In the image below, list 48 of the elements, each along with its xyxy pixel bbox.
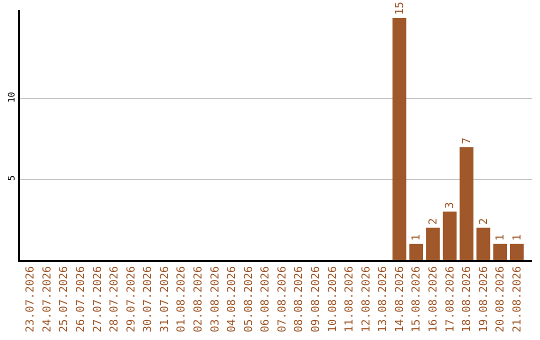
x-tick-label: 24.07.2026 <box>40 266 54 332</box>
y-tick-label: 10 <box>8 92 18 103</box>
x-tick-label: 18.08.2026 <box>460 266 474 332</box>
x-tick-label: 07.08.2026 <box>275 266 288 332</box>
bar <box>392 18 406 260</box>
x-tick-label: 06.08.2026 <box>258 266 272 332</box>
x-tick-label: 30.07.2026 <box>141 266 154 332</box>
x-tick-label: 08.08.2026 <box>292 266 306 332</box>
x-tick-label: 26.07.2026 <box>74 266 88 332</box>
bar <box>409 244 424 260</box>
x-tick-label: 12.08.2026 <box>359 266 372 332</box>
data-label: 2 <box>426 218 440 225</box>
bar <box>460 147 474 260</box>
data-label: 1 <box>494 234 507 241</box>
x-tick-label: 21.08.2026 <box>510 266 524 332</box>
x-tick-label: 29.07.2026 <box>124 266 138 332</box>
x-tick-label: 23.07.2026 <box>24 266 37 332</box>
x-tick-label: 13.08.2026 <box>376 266 390 332</box>
data-label: 15 <box>392 2 406 16</box>
x-tick-label: 25.07.2026 <box>57 266 70 332</box>
y-tick-label: 5 <box>8 175 18 181</box>
x-tick-label: 27.07.2026 <box>90 266 104 332</box>
x-tick-label: 19.08.2026 <box>476 266 490 332</box>
x-tick-label: 09.08.2026 <box>309 266 322 332</box>
x-tick-label: 20.08.2026 <box>494 266 507 332</box>
bar <box>426 228 440 260</box>
x-tick-label: 10.08.2026 <box>326 266 339 332</box>
x-tick-label: 16.08.2026 <box>426 266 440 332</box>
x-tick-label: 02.08.2026 <box>192 266 205 332</box>
data-label: 3 <box>443 202 456 209</box>
x-tick-label: 28.07.2026 <box>108 266 121 332</box>
data-label: 1 <box>410 234 423 241</box>
data-label: 7 <box>460 137 474 144</box>
x-tick-label: 17.08.2026 <box>443 266 456 332</box>
x-tick-label: 05.08.2026 <box>242 266 255 332</box>
x-tick-label: 11.08.2026 <box>342 266 356 332</box>
bar <box>442 212 457 260</box>
data-label: 1 <box>510 234 524 241</box>
x-tick-label: 03.08.2026 <box>208 266 222 332</box>
x-tick-label: 04.08.2026 <box>225 266 238 332</box>
bar <box>476 228 490 260</box>
data-label: 2 <box>476 218 490 225</box>
x-tick-label: 01.08.2026 <box>174 266 188 332</box>
bar <box>510 244 524 260</box>
x-tick-label: 15.08.2026 <box>410 266 423 332</box>
x-tick-label: 14.08.2026 <box>392 266 406 332</box>
x-tick-label: 31.07.2026 <box>158 266 171 332</box>
bar <box>493 244 507 260</box>
